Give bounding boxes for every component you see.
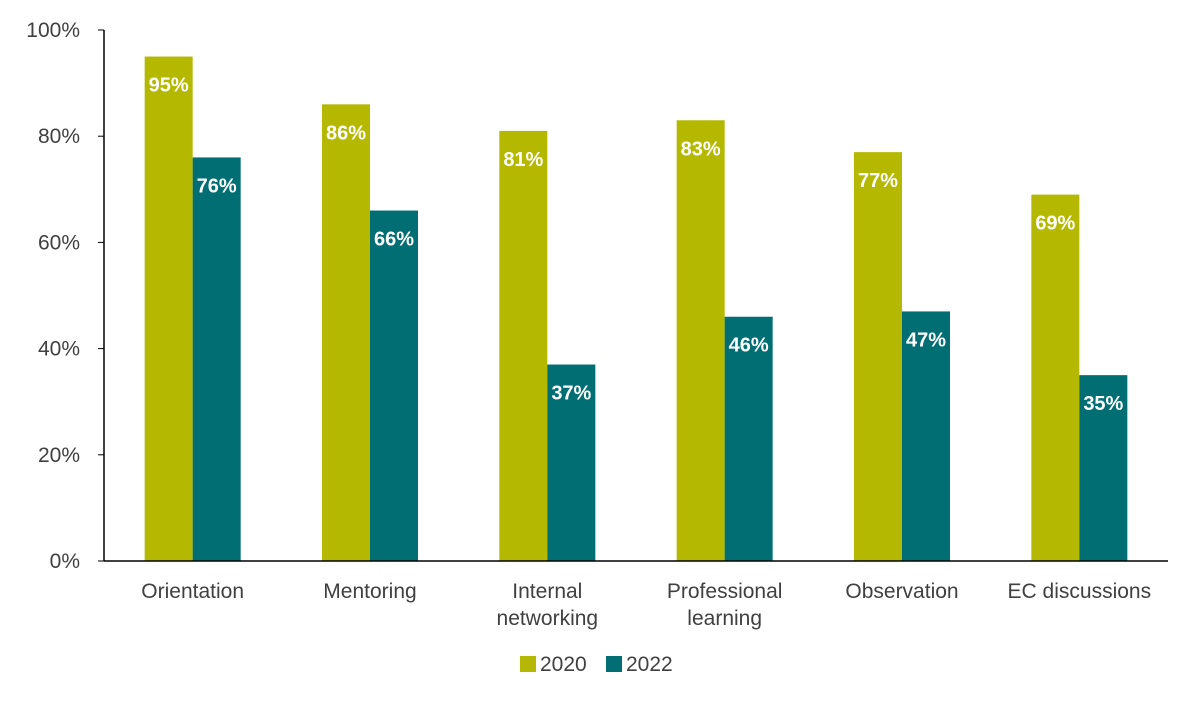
- x-category-label: Observation: [845, 580, 958, 603]
- x-category-label: EC discussions: [1008, 580, 1152, 603]
- y-tick-label: 40%: [38, 338, 80, 361]
- bar-2020-mentoring: [322, 104, 370, 561]
- y-tick-label: 0%: [50, 550, 80, 573]
- bars: [144, 56, 1128, 562]
- data-label: 35%: [1083, 393, 1123, 415]
- x-axis: Orientation Mentoring Internal networking Pr…: [104, 560, 1168, 630]
- legend-label-2020: 2020: [540, 653, 587, 676]
- x-category-label: Orientation: [141, 580, 244, 603]
- data-label: 95%: [149, 75, 189, 97]
- legend-label-2022: 2022: [626, 653, 673, 676]
- y-axis: 0% 20% 40% 60% 80% 100%: [26, 19, 105, 573]
- data-label: 37%: [551, 383, 591, 405]
- x-category-label: Mentoring: [323, 580, 416, 603]
- data-label: 46%: [729, 335, 769, 357]
- bar-2022-orientation: [192, 157, 241, 561]
- y-tick-label: 100%: [26, 19, 80, 42]
- y-tick-label: 80%: [38, 125, 80, 148]
- bar-2020-orientation: [144, 56, 193, 562]
- x-category-label: Internal networking: [497, 580, 599, 630]
- bar-2022-observation: [902, 311, 950, 561]
- bar-2022-mentoring: [370, 210, 418, 562]
- data-label: 83%: [681, 138, 721, 160]
- legend: 2020 2022: [520, 653, 673, 676]
- data-labels: 95% 76% 86% 66% 81% 37% 83% 46% 77% 47% 69% 35%: [149, 75, 1124, 416]
- data-label: 69%: [1035, 213, 1075, 235]
- y-tick-label: 20%: [38, 444, 80, 467]
- bar-2020-internal-networking: [499, 130, 548, 561]
- bar-2022-internal-networking: [547, 364, 596, 561]
- legend-swatch-2022: [606, 656, 622, 672]
- bar-2022-ec-discussions: [1079, 375, 1128, 561]
- data-label: 76%: [197, 175, 237, 197]
- bar-2022-professional-learning: [724, 316, 773, 561]
- data-label: 81%: [503, 149, 543, 171]
- bar-2020-ec-discussions: [1031, 194, 1080, 562]
- bar-2020-professional-learning: [676, 120, 725, 562]
- legend-swatch-2020: [520, 656, 536, 672]
- data-label: 86%: [326, 122, 366, 144]
- data-label: 77%: [858, 170, 898, 192]
- data-label: 66%: [374, 229, 414, 251]
- data-label: 47%: [906, 329, 946, 351]
- y-tick-label: 60%: [38, 231, 80, 254]
- bar-2020-observation: [854, 152, 902, 561]
- x-category-label: Professional learning: [667, 580, 783, 630]
